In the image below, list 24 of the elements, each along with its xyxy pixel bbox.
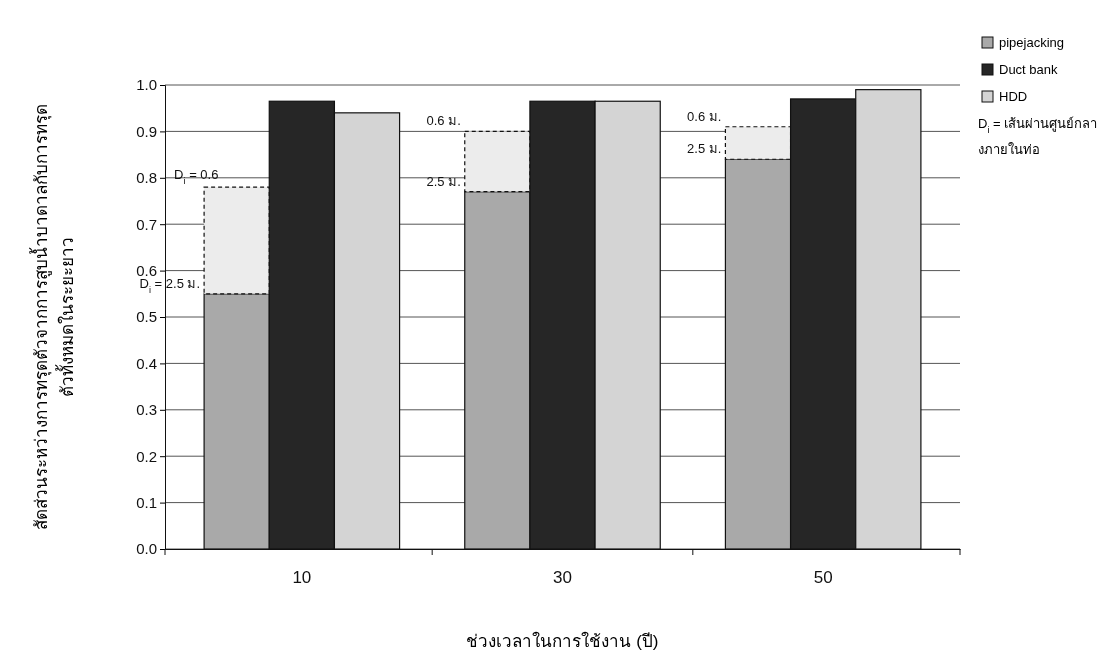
y-tick-label: 0.3 xyxy=(136,401,157,419)
legend-label: pipejacking xyxy=(999,35,1065,50)
annotation: 0.6 ม. xyxy=(426,113,461,129)
y-tick-label: 0.9 xyxy=(136,122,157,140)
y-tick-label: 0.8 xyxy=(136,169,157,187)
annotation: 2.5 ม. xyxy=(687,141,722,157)
x-axis-title: ช่วงเวลาในการใช้งาน (ปี) xyxy=(466,631,659,651)
x-tick-label: 50 xyxy=(813,568,833,588)
y-tick-label: 0.4 xyxy=(136,354,157,372)
y-tick-label: 1.0 xyxy=(136,76,157,94)
y-tick-label: 0.2 xyxy=(136,447,157,465)
annotation: 2.5 ม. xyxy=(426,173,461,189)
legend-title: D$_{i}$ = เส้นผ่านศูนย์กลางภายในท่อ xyxy=(978,116,1098,157)
annotation: 0.6 ม. xyxy=(687,108,722,124)
x-tick-label: 10 xyxy=(292,568,312,588)
x-tick-label: 30 xyxy=(553,568,572,588)
y-tick-label: 0.7 xyxy=(136,215,157,233)
y-tick-label: 0.1 xyxy=(136,493,157,511)
y-tick-label: 0.0 xyxy=(136,540,157,558)
y-tick-label: 0.5 xyxy=(136,308,157,326)
annotation: D$_{i}$ = 0.6 xyxy=(174,167,219,187)
y-axis-title: สัดส่วนระหว่างการทรุดตัวจากการสูบน้ำบาดาลกับการทรุด ตัวทั้งหมดในระยะยาว xyxy=(29,104,77,530)
legend-label: Duct bank xyxy=(999,62,1059,77)
legend-label: HDD xyxy=(999,89,1028,104)
